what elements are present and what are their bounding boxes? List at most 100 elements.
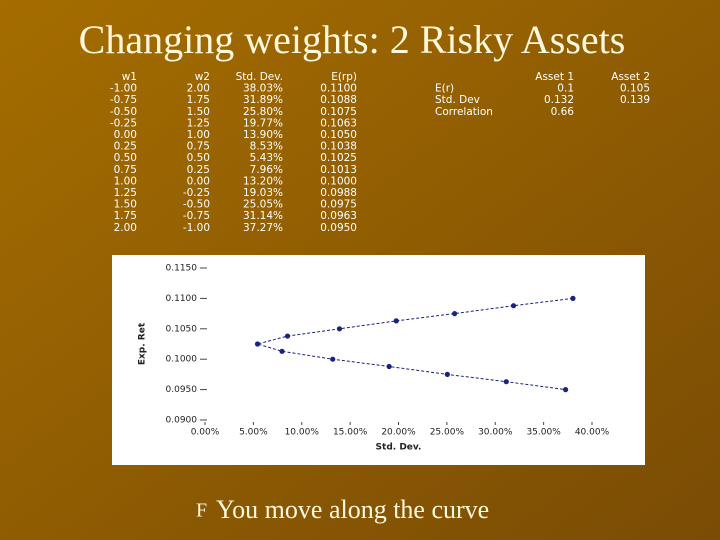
x-tick-label: 0.00%: [191, 428, 220, 438]
table-cell: 0.0963: [320, 210, 357, 222]
data-point: [284, 333, 291, 339]
table-cell: 13.90%: [243, 129, 283, 141]
params-cell: 0.139: [620, 94, 650, 106]
table-cell: 0.50: [114, 152, 137, 164]
table-cell: 0.25: [187, 164, 210, 176]
data-point: [254, 341, 261, 347]
table-cell: 0.1100: [320, 83, 357, 95]
table-cell: -0.50: [183, 199, 210, 211]
table-header: E(rp): [331, 71, 357, 83]
table-cell: 1.75: [114, 210, 137, 222]
x-tick-label: 35.00%: [526, 428, 561, 438]
table-cell: 38.03%: [243, 83, 283, 95]
params-cell: 0.1: [557, 83, 574, 95]
y-tick-label: 0.1000: [166, 355, 198, 365]
bullet-text: You move along the curve: [216, 495, 489, 524]
slide-title: Changing weights: 2 Risky Assets: [79, 17, 626, 62]
table-cell: -0.25: [110, 117, 137, 129]
table-cell: 2.00: [187, 83, 210, 95]
table-cell: 31.89%: [243, 94, 283, 106]
table-cell: 0.0950: [320, 222, 357, 234]
params-label: Std. Dev: [435, 94, 480, 106]
table-cell: 25.05%: [243, 199, 283, 211]
table-cell: 1.50: [114, 199, 137, 211]
params-header: Asset 2: [611, 71, 650, 83]
table-cell: 0.50: [187, 152, 210, 164]
x-tick-label: 5.00%: [239, 428, 268, 438]
data-point: [503, 379, 509, 385]
table-header: Std. Dev.: [236, 71, 283, 83]
y-tick-label: 0.1150: [166, 264, 198, 274]
x-tick-label: 15.00%: [333, 428, 368, 438]
table-cell: 0.1038: [320, 141, 357, 153]
table-cell: 31.14%: [243, 210, 283, 222]
table-cell: 1.25: [187, 117, 210, 129]
params-cell: 0.105: [620, 83, 650, 95]
data-point: [510, 303, 517, 309]
table-cell: 8.53%: [250, 141, 283, 153]
table-cell: -0.75: [183, 210, 210, 222]
y-axis-label: Exp. Ret: [138, 322, 148, 365]
table-header: w2: [195, 71, 210, 83]
table-cell: 19.03%: [243, 187, 283, 199]
table-cell: 0.1075: [320, 106, 357, 118]
data-point: [444, 371, 450, 377]
data-point: [452, 311, 458, 317]
params-cell: 0.66: [551, 106, 575, 118]
y-tick-label: 0.0900: [166, 416, 198, 426]
table-cell: 1.00: [187, 129, 210, 141]
params-label: Correlation: [435, 106, 493, 118]
table-cell: 1.25: [114, 187, 137, 199]
params-header: Asset 1: [535, 71, 574, 83]
chart-panel: [112, 255, 645, 465]
table-cell: 2.00: [114, 222, 137, 234]
table-cell: 13.20%: [243, 175, 283, 187]
table-cell: 7.96%: [250, 164, 283, 176]
table-cell: 0.1050: [320, 129, 357, 141]
table-cell: 0.1063: [320, 117, 357, 129]
data-point: [393, 318, 399, 324]
table-cell: -0.25: [183, 187, 210, 199]
y-tick-label: 0.1050: [166, 324, 198, 334]
table-cell: 0.75: [114, 164, 137, 176]
table-cell: 1.00: [114, 175, 137, 187]
data-point: [386, 363, 392, 370]
table-cell: 0.1013: [320, 164, 357, 176]
table-cell: 0.1025: [320, 152, 357, 164]
table-cell: 0.1088: [320, 94, 357, 106]
data-point: [279, 348, 285, 354]
table-cell: -1.00: [110, 83, 137, 95]
table-cell: -0.50: [110, 106, 137, 118]
params-label: E(r): [435, 83, 454, 95]
table-cell: 19.77%: [243, 117, 283, 129]
table-cell: 0.0988: [320, 187, 357, 199]
table-header: w1: [122, 71, 137, 83]
data-point: [570, 295, 576, 301]
x-tick-label: 10.00%: [285, 428, 320, 438]
table-cell: 0.25: [114, 141, 137, 153]
table-cell: 37.27%: [243, 222, 283, 234]
table-cell: 1.75: [187, 94, 210, 106]
table-cell: 5.43%: [250, 152, 283, 164]
table-cell: 25.80%: [243, 106, 283, 118]
x-tick-label: 20.00%: [381, 428, 416, 438]
params-cell: 0.132: [544, 94, 574, 106]
data-point: [562, 387, 569, 393]
y-tick-label: 0.1100: [166, 294, 198, 304]
table-cell: -0.75: [110, 94, 137, 106]
x-tick-label: 40.00%: [575, 428, 610, 438]
bullet-marker: F: [196, 500, 207, 522]
table-cell: 1.50: [187, 106, 210, 118]
table-cell: 0.0975: [320, 199, 357, 211]
data-point: [330, 356, 336, 362]
table-cell: 0.1000: [320, 175, 357, 187]
data-point: [336, 326, 343, 332]
x-tick-label: 30.00%: [478, 428, 513, 438]
y-tick-label: 0.0950: [166, 385, 198, 395]
x-axis-label: Std. Dev.: [376, 443, 422, 453]
table-cell: -1.00: [183, 222, 210, 234]
table-cell: 0.75: [187, 141, 210, 153]
table-cell: 0.00: [114, 129, 137, 141]
